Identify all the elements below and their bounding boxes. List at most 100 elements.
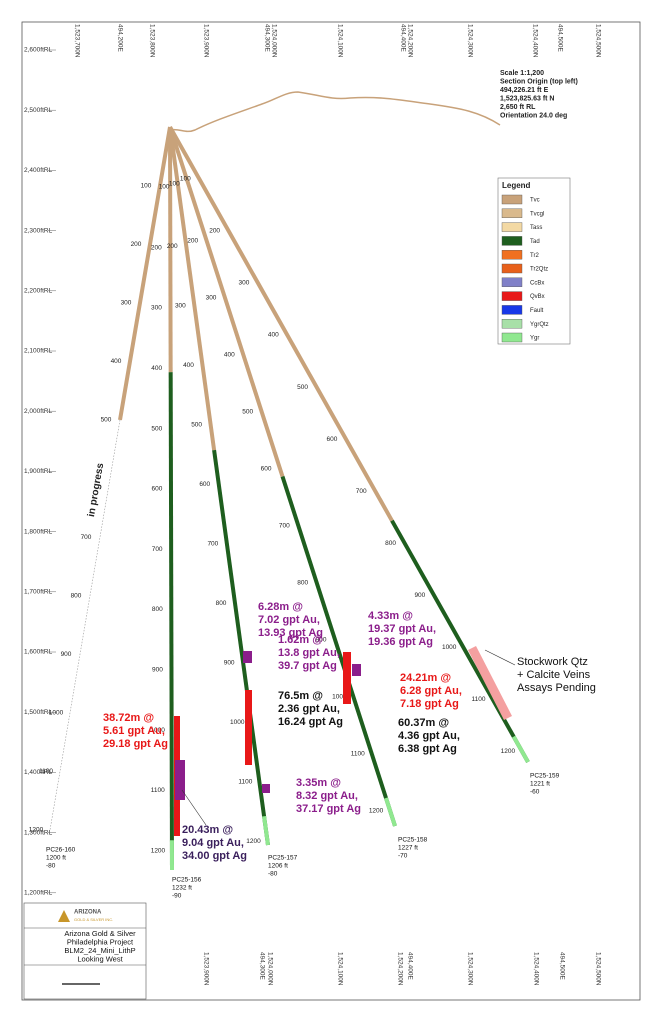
- scale-info: Scale 1:1,200: [500, 70, 544, 77]
- depth-label: 700: [152, 546, 163, 553]
- intercept-label: 7.18 gpt Ag: [400, 698, 459, 710]
- intercept-mark: [243, 651, 252, 663]
- legend-swatch: [501, 277, 523, 287]
- hole-trace: [168, 126, 217, 451]
- grid-label-top: 494,300E: [263, 24, 270, 52]
- depth-label: 1000: [332, 693, 347, 700]
- hole-trace: [262, 816, 270, 846]
- depth-label: 300: [206, 295, 217, 302]
- intercept-mark: [175, 760, 185, 800]
- depth-label: 100: [141, 182, 152, 189]
- legend-swatch: [501, 263, 523, 274]
- intercept-label: 76.5m @: [278, 690, 323, 702]
- legend-box: [497, 177, 571, 345]
- intercept-label: 4.36 gpt Au,: [398, 730, 460, 742]
- legend-swatch: [501, 319, 523, 329]
- legend-swatch: [501, 222, 523, 232]
- hole-trace: [168, 126, 394, 522]
- depth-label: 600: [152, 486, 163, 493]
- grid-label-bottom: 1,524,300N: [466, 952, 473, 986]
- legend-swatch: [501, 305, 523, 315]
- depth-label: 1000: [49, 710, 64, 717]
- elevation-label: 1,800ftRL: [24, 528, 53, 535]
- intercept-label: 7.02 gpt Au,: [258, 614, 320, 626]
- hole-label: -80: [268, 871, 278, 878]
- depth-label: 900: [316, 636, 327, 643]
- grid-label-bottom: 494,300E: [258, 952, 265, 980]
- depth-label: 1100: [151, 787, 165, 794]
- elevation-label: 2,000ftRL: [24, 408, 53, 415]
- hole-label: -80: [46, 863, 56, 870]
- grid-label-bottom: 1,524,000N: [266, 952, 273, 986]
- intercept-label: 4.33m @: [368, 610, 413, 622]
- scale-info: Section Origin (top left): [500, 78, 578, 85]
- depth-label: 1100: [238, 779, 252, 786]
- depth-label: 1200: [501, 748, 516, 755]
- elevation-label: 1,500ftRL: [24, 709, 53, 716]
- legend-label: Tvcgl: [530, 211, 544, 217]
- hole-label: PC26-160: [46, 847, 76, 854]
- hole-label: -90: [172, 893, 182, 900]
- intercept-label: 24.21m @: [400, 672, 451, 684]
- depth-label: 1000: [230, 719, 245, 726]
- intercept-label: 38.72m @: [103, 712, 154, 724]
- scale-info: 2,650 ft RL: [500, 104, 536, 111]
- elevation-label: 2,500ftRL: [24, 107, 53, 114]
- legend-label: Tad: [530, 239, 540, 245]
- depth-label: 1000: [150, 727, 165, 734]
- depth-label: 200: [151, 244, 162, 251]
- topography: [169, 91, 501, 133]
- scale-info: Orientation 24.0 deg: [500, 112, 567, 119]
- hole-trace: [390, 519, 530, 763]
- grid-label-bottom: 1,524,100N: [336, 952, 343, 986]
- scale-info: 1,523,825.63 ft N: [500, 95, 554, 102]
- grid-label-top: 1,523,800N: [148, 24, 155, 58]
- company-sub: GOLD & SILVER INC.: [74, 917, 113, 922]
- elevation-label: 2,600ftRL: [24, 47, 53, 54]
- depth-label: 400: [183, 362, 194, 369]
- hole-label: PC25-156: [172, 877, 202, 884]
- depth-label: 900: [61, 651, 72, 658]
- depth-label: 800: [297, 579, 308, 586]
- depth-label: 100: [180, 176, 191, 183]
- depth-label: 600: [199, 481, 210, 488]
- intercept-label: 8.32 gpt Au,: [296, 790, 358, 802]
- status-label: in progress: [86, 462, 106, 518]
- note: + Calcite Veins: [517, 669, 591, 681]
- intercept-label: 5.61 gpt Au,: [103, 725, 165, 737]
- grid-label-top: 1,524,500N: [594, 24, 601, 58]
- depth-label: 400: [268, 332, 279, 339]
- depth-label: 900: [152, 666, 163, 673]
- legend-label: Ygr: [530, 336, 539, 342]
- elevation-label: 1,900ftRL: [24, 468, 53, 475]
- depth-label: 800: [216, 600, 227, 607]
- legend-swatch: [501, 236, 523, 246]
- hole-trace: [168, 126, 285, 478]
- grid-label-top: 1,523,700N: [73, 24, 80, 58]
- depth-label: 300: [175, 302, 186, 309]
- intercept-label: 6.38 gpt Ag: [398, 743, 457, 755]
- depth-label: 300: [239, 280, 250, 287]
- grid-label-bottom: 1,524,500N: [594, 952, 601, 986]
- depth-label: 900: [224, 660, 235, 667]
- grid-label-top: 1,524,300N: [466, 24, 473, 58]
- legend-swatch: [501, 249, 523, 260]
- grid-label-top: 1,524,400N: [531, 24, 538, 58]
- depth-label: 1100: [39, 768, 53, 775]
- grid-label-top: 494,400E: [399, 24, 406, 52]
- elevation-label: 2,400ftRL: [24, 167, 53, 174]
- grid-label-top: 1,524,100N: [336, 24, 343, 58]
- title-block: [23, 902, 147, 1000]
- legend-swatch: [501, 194, 523, 205]
- legend-swatch: [501, 332, 523, 343]
- hole-trace: [168, 372, 174, 871]
- depth-label: 700: [81, 534, 92, 541]
- hole-label: 1221 ft: [530, 781, 550, 788]
- depth-label: 300: [151, 305, 162, 312]
- grid-label-bottom: 1,524,200N: [396, 952, 403, 986]
- intercept-mark: [343, 652, 351, 704]
- legend-swatch: [501, 208, 523, 219]
- intercept-label: 2.36 gpt Au,: [278, 703, 340, 715]
- intercept-label: 20.43m @: [182, 824, 233, 836]
- elevation-label: 1,600ftRL: [24, 649, 53, 656]
